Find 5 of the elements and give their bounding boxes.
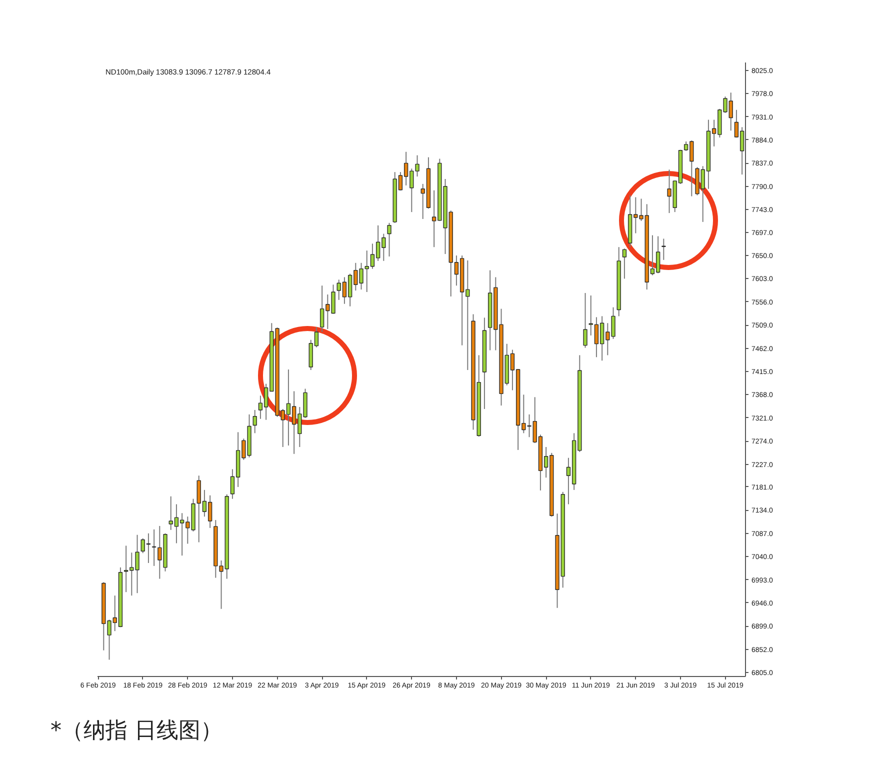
candlestick (252, 409, 257, 434)
candlestick (622, 248, 627, 280)
text: *（纳指 日线图） (50, 718, 222, 744)
candlestick (583, 292, 588, 348)
candlestick (387, 222, 392, 257)
